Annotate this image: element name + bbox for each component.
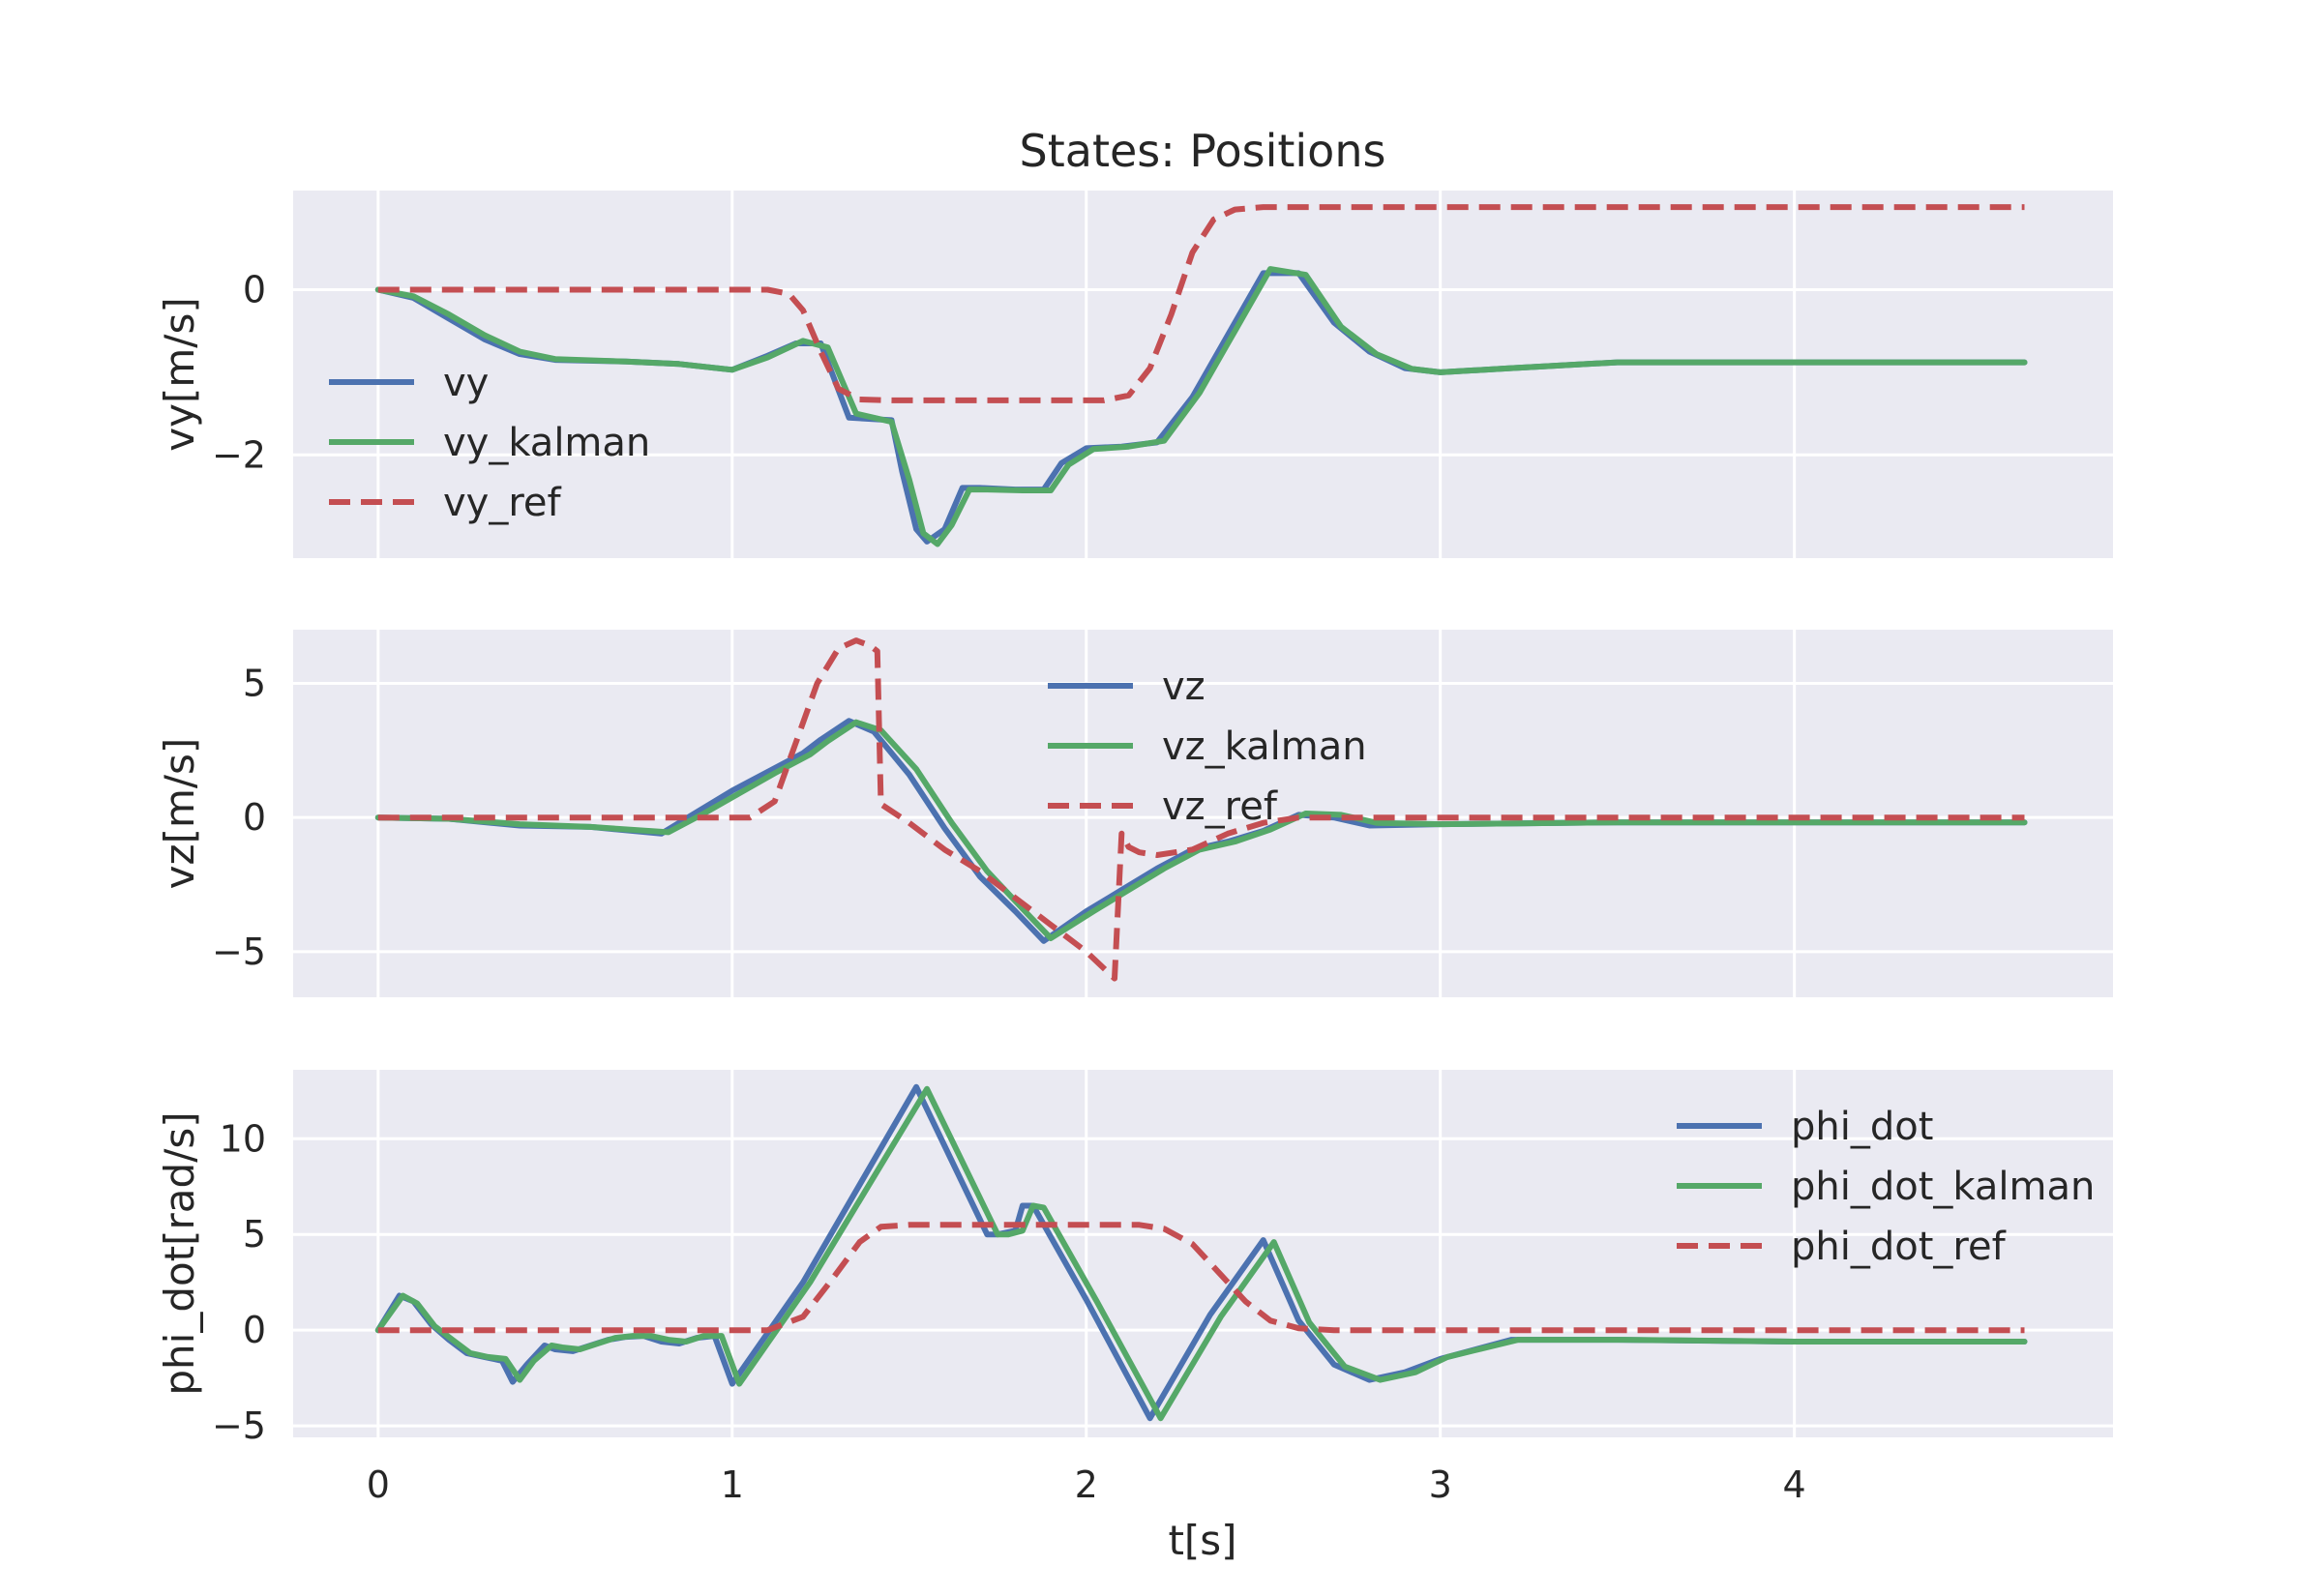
panel-1-ytick-label: 0 <box>243 268 266 310</box>
panel-3: 10 5 0 −5 phi_dot[rad/s] phi_dot phi_dot_kal… <box>156 1070 2113 1447</box>
panel-1-ytick-label: −2 <box>212 433 266 476</box>
x-tick-label: 1 <box>721 1463 744 1506</box>
x-tick-labels: 0 1 2 3 4 <box>367 1463 1806 1506</box>
chart-title: States: Positions <box>1020 125 1386 177</box>
legend-label-phi-dot: phi_dot <box>1791 1105 1933 1149</box>
series-phi-dot-kalman <box>374 1085 2028 1422</box>
panel-2-ylabel: vz[m/s] <box>156 738 203 890</box>
panel-2-series <box>374 637 2028 982</box>
panel-3-ylabel: phi_dot[rad/s] <box>156 1111 203 1395</box>
series-phi-dot-ref <box>377 1222 2025 1334</box>
x-tick-label: 3 <box>1429 1463 1452 1506</box>
panel-2-ytick-labels: 5 0 −5 <box>212 662 266 972</box>
panel-1-ylabel: vy[m/s] <box>156 297 203 451</box>
panel-2-ytick-label: 0 <box>243 796 266 839</box>
x-tick-label: 0 <box>367 1463 390 1506</box>
legend-label-vz-kalman: vz_kalman <box>1162 724 1367 769</box>
panel-3-legend: phi_dot phi_dot_kalman phi_dot_ref <box>1677 1105 2095 1269</box>
panel-1-ytick-labels: 0 −2 <box>212 268 266 476</box>
x-tick-label: 4 <box>1783 1463 1806 1506</box>
series-vz-ref <box>377 637 2025 982</box>
panel-2-ytick-label: −5 <box>212 931 266 973</box>
panel-3-series <box>374 1083 2028 1422</box>
x-tick-label: 2 <box>1075 1463 1098 1506</box>
legend-label-vy-kalman: vy_kalman <box>443 421 650 465</box>
series-vy-kalman <box>374 266 2028 547</box>
panel-1-series <box>374 204 2028 547</box>
panel-3-ytick-label: 10 <box>220 1117 266 1160</box>
legend-label-vy-ref: vy_ref <box>443 481 562 525</box>
panel-1-legend: vy vy_kalman vy_ref <box>329 361 650 525</box>
panel-3-ytick-labels: 10 5 0 −5 <box>212 1117 266 1447</box>
legend-label-vz-ref: vz_ref <box>1162 784 1278 829</box>
series-vy-ref <box>377 204 2025 403</box>
panel-3-ytick-label: −5 <box>212 1404 266 1447</box>
legend-label-phi-dot-kalman: phi_dot_kalman <box>1791 1165 2095 1209</box>
panel-1: 0 −2 vy[m/s] vy vy_kalman vy_ref <box>156 191 2113 558</box>
legend-label-vy: vy <box>443 361 489 405</box>
legend-label-vz: vz <box>1162 665 1206 709</box>
legend-label-phi-dot-ref: phi_dot_ref <box>1791 1225 2007 1269</box>
panel-2-legend: vz vz_kalman vz_ref <box>1048 665 1367 829</box>
panel-2-ytick-label: 5 <box>243 662 266 704</box>
panel-2-background <box>293 630 2113 997</box>
panel-3-ytick-label: 5 <box>243 1213 266 1256</box>
series-vz <box>374 718 2028 944</box>
panel-3-ytick-label: 0 <box>243 1309 266 1351</box>
x-axis-label: t[s] <box>1168 1517 1236 1564</box>
panel-1-grid <box>293 191 2113 558</box>
panel-2: 5 0 −5 vz[m/s] vz vz_kalman vz_ref <box>156 630 2113 997</box>
